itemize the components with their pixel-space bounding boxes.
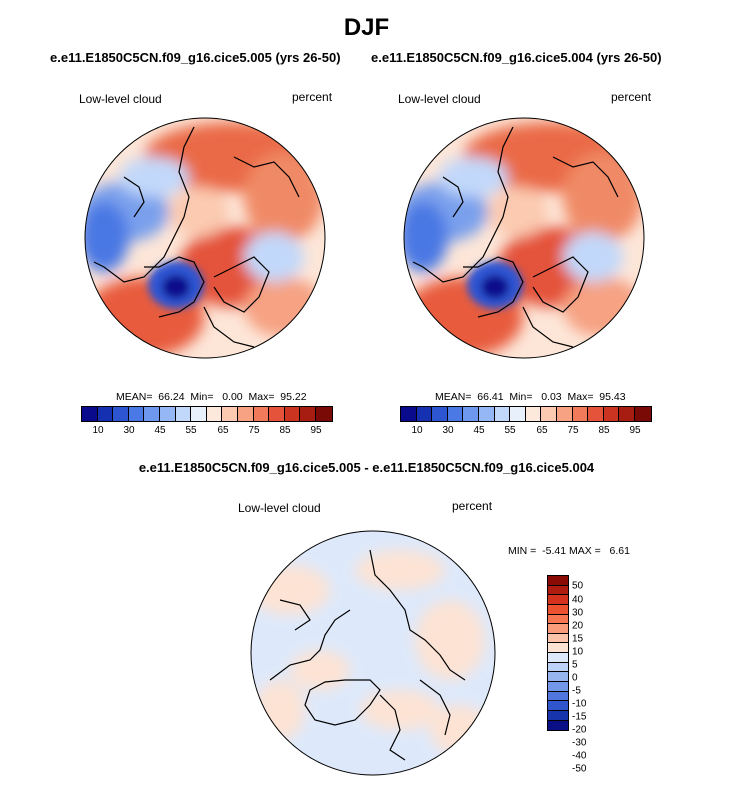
right-tick-label: 30 [442, 425, 454, 436]
right-colorbar-swatch-15 [619, 407, 635, 421]
diff-colorbar [547, 575, 569, 732]
right-stats: MEAN= 66.41 Min= 0.03 Max= 95.43 [435, 391, 626, 403]
left-colorbar-swatch-4 [128, 407, 145, 421]
diff-colorbar-swatch-13 [548, 691, 568, 702]
left-case-title: e.e11.E1850C5CN.f09_g16.cice5.005 (yrs 2… [50, 50, 341, 65]
diff-colorbar-swatch-8 [548, 643, 568, 654]
left-colorbar-swatch-3 [113, 407, 129, 421]
right-tick-label: 55 [504, 425, 516, 436]
diff-tick-label: -50 [572, 763, 587, 775]
left-colorbar-swatch-8 [191, 407, 207, 421]
right-colorbar-swatch-13 [588, 407, 604, 421]
diff-tick-label: 30 [572, 607, 584, 619]
left-tick-label: 55 [185, 425, 197, 436]
left-tick-label: 95 [310, 425, 322, 436]
diff-colorbar-swatch-2 [548, 585, 568, 596]
left-colorbar-swatch-15 [300, 407, 316, 421]
diff-tick-label: 15 [572, 633, 584, 645]
diff-tick-label: -20 [572, 724, 587, 736]
right-colorbar-swatch-2 [416, 407, 433, 421]
diff-tick-label: -15 [572, 711, 587, 723]
right-colorbar-swatch-12 [572, 407, 589, 421]
right-variable-label: Low-level cloud [398, 92, 481, 106]
diff-tick-label: 50 [572, 580, 584, 592]
diff-tick-label: -30 [572, 737, 587, 749]
left-tick-label: 10 [92, 425, 104, 436]
right-tick-label: 95 [629, 425, 641, 436]
right-colorbar-swatch-11 [556, 407, 573, 421]
left-tick-label: 75 [248, 425, 260, 436]
diff-stats: MIN = -5.41 MAX = 6.61 [508, 545, 630, 557]
left-units-label: percent [292, 90, 333, 104]
right-colorbar-swatch-4 [447, 407, 464, 421]
left-tick-label: 30 [123, 425, 135, 436]
left-tick-label: 65 [217, 425, 229, 436]
diff-colorbar-swatch-11 [548, 672, 568, 683]
left-tick-label: 85 [279, 425, 291, 436]
left-colorbar-swatch-1 [82, 407, 98, 421]
diff-tick-label: 20 [572, 620, 584, 632]
left-colorbar-swatch-5 [144, 407, 160, 421]
right-colorbar-swatch-16 [634, 407, 651, 421]
difference-polar-map [250, 530, 496, 776]
left-colorbar-swatch-11 [237, 407, 254, 421]
right-colorbar-swatch-10 [541, 407, 557, 421]
right-colorbar-swatch-6 [478, 407, 495, 421]
right-colorbar-swatch-5 [463, 407, 479, 421]
diff-tick-label: -5 [572, 685, 581, 697]
left-colorbar-swatch-16 [315, 407, 332, 421]
diff-tick-label: -10 [572, 698, 587, 710]
left-colorbar-swatch-13 [269, 407, 285, 421]
left-colorbar-swatch-6 [159, 407, 176, 421]
diff-variable-label: Low-level cloud [238, 501, 321, 515]
right-colorbar-swatch-7 [494, 407, 511, 421]
figure-title: DJF [343, 14, 390, 41]
right-case-title: e.e11.E1850C5CN.f09_g16.cice5.004 (yrs 2… [371, 50, 662, 65]
left-colorbar-swatch-12 [253, 407, 270, 421]
right-colorbar-swatch-8 [510, 407, 526, 421]
diff-colorbar-swatch-9 [548, 653, 568, 663]
diff-tick-label: -40 [572, 750, 587, 762]
left-colorbar-swatch-10 [222, 407, 238, 421]
diff-colorbar-swatch-1 [548, 576, 568, 586]
left-colorbar-swatch-2 [97, 407, 114, 421]
diff-tick-label: 10 [572, 646, 584, 658]
right-colorbar-swatch-14 [603, 407, 620, 421]
diff-colorbar-swatch-10 [548, 662, 568, 673]
diff-colorbar-swatch-3 [548, 595, 568, 605]
diff-colorbar-swatch-16 [548, 720, 568, 731]
right-colorbar-swatch-3 [432, 407, 448, 421]
right-units-label: percent [611, 90, 652, 104]
left-colorbar [81, 406, 333, 422]
right-colorbar-swatch-1 [401, 407, 417, 421]
diff-units-label: percent [452, 499, 493, 513]
diff-tick-label: 40 [572, 594, 584, 606]
right-tick-label: 65 [536, 425, 548, 436]
difference-title: e.e11.E1850C5CN.f09_g16.cice5.005 - e.e1… [138, 460, 595, 475]
left-stats: MEAN= 66.24 Min= 0.00 Max= 95.22 [116, 391, 307, 403]
diff-colorbar-swatch-14 [548, 701, 568, 711]
right-tick-label: 75 [567, 425, 579, 436]
right-colorbar-swatch-9 [525, 407, 542, 421]
diff-colorbar-swatch-15 [548, 710, 568, 721]
left-tick-label: 45 [154, 425, 166, 436]
left-variable-label: Low-level cloud [79, 92, 162, 106]
right-tick-label: 45 [473, 425, 485, 436]
diff-colorbar-swatch-12 [548, 682, 568, 692]
diff-tick-label: 0 [572, 672, 578, 684]
left-colorbar-swatch-7 [175, 407, 192, 421]
right-tick-label: 10 [411, 425, 423, 436]
diff-colorbar-swatch-4 [548, 604, 568, 615]
right-colorbar [400, 406, 652, 422]
left-colorbar-swatch-9 [206, 407, 223, 421]
diff-colorbar-swatch-7 [548, 633, 568, 644]
diff-colorbar-swatch-6 [548, 624, 568, 634]
right-tick-label: 85 [598, 425, 610, 436]
left-colorbar-swatch-14 [284, 407, 301, 421]
diff-colorbar-swatch-5 [548, 614, 568, 625]
right-polar-map [403, 117, 645, 359]
left-polar-map [84, 117, 326, 359]
diff-tick-label: 5 [572, 659, 578, 671]
